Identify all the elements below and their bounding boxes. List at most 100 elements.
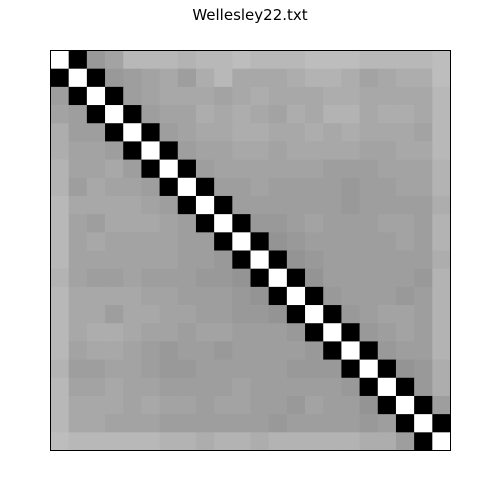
heatmap-cell-4-6	[159, 123, 179, 142]
heatmap-cell-15-13	[286, 323, 306, 342]
heatmap-cell-5-9	[214, 141, 233, 160]
heatmap-cell-1-20	[414, 68, 433, 88]
heatmap-cell-21-14	[305, 432, 324, 451]
heatmap-cell-18-4	[123, 377, 142, 397]
heatmap-cell-2-13	[286, 86, 306, 106]
heatmap-cell-21-1	[68, 432, 88, 451]
heatmap-cell-12-8	[195, 268, 215, 288]
heatmap-cell-6-14	[305, 159, 324, 179]
heatmap-cell-21-4	[123, 432, 142, 451]
heatmap-cell-19-21	[432, 395, 451, 415]
heatmap-cell-0-13	[286, 50, 306, 70]
heatmap-cell-4-7	[177, 123, 197, 142]
heatmap-cell-17-2	[86, 359, 106, 379]
heatmap-cell-5-17	[359, 141, 379, 160]
heatmap-cell-13-10	[232, 286, 251, 306]
heatmap-cell-6-16	[341, 159, 360, 179]
heatmap-cell-20-3	[105, 414, 124, 433]
heatmap-cell-17-12	[268, 359, 288, 379]
heatmap-cell-3-13	[286, 105, 306, 124]
heatmap-cell-1-13	[286, 68, 306, 88]
heatmap-cell-18-17	[359, 377, 379, 397]
heatmap-cell-14-17	[359, 305, 379, 324]
heatmap-cell-4-20	[414, 123, 433, 142]
heatmap-cell-20-14	[305, 414, 324, 433]
heatmap-cell-18-7	[177, 377, 197, 397]
heatmap-cell-13-1	[68, 286, 88, 306]
heatmap-cell-14-1	[68, 305, 88, 324]
heatmap-cell-17-8	[195, 359, 215, 379]
heatmap-cell-18-21	[432, 377, 451, 397]
heatmap-cell-8-9	[214, 195, 233, 215]
heatmap-cell-6-13	[286, 159, 306, 179]
chart-title: Wellesley22.txt	[192, 6, 308, 24]
heatmap-cell-11-9	[214, 250, 233, 270]
heatmap-cell-3-15	[323, 105, 342, 124]
heatmap-cell-12-12	[268, 268, 288, 288]
heatmap-cell-0-15	[323, 50, 342, 70]
heatmap-cell-8-4	[123, 195, 142, 215]
heatmap-cell-9-6	[159, 214, 179, 233]
heatmap-cell-6-9	[214, 159, 233, 179]
heatmap-cell-14-3	[105, 305, 124, 324]
heatmap-cell-14-18	[377, 305, 397, 324]
heatmap-cell-17-10	[232, 359, 251, 379]
heatmap-cell-11-18	[377, 250, 397, 270]
heatmap-cell-0-21	[432, 50, 451, 70]
heatmap-cell-13-15	[323, 286, 342, 306]
heatmap-cell-10-18	[377, 232, 397, 251]
heatmap-cell-16-16	[341, 341, 360, 360]
heatmap-cell-18-12	[268, 377, 288, 397]
heatmap-cell-15-7	[177, 323, 197, 342]
heatmap-cell-15-12	[268, 323, 288, 342]
heatmap-cell-2-10	[232, 86, 251, 106]
heatmap-cell-6-17	[359, 159, 379, 179]
heatmap-cell-15-8	[195, 323, 215, 342]
heatmap-cell-12-13	[286, 268, 306, 288]
heatmap-cell-16-7	[177, 341, 197, 360]
heatmap-cell-12-6	[159, 268, 179, 288]
heatmap-cell-3-0	[50, 105, 70, 124]
heatmap-cell-2-16	[341, 86, 360, 106]
heatmap-cell-4-13	[286, 123, 306, 142]
heatmap-cell-11-20	[414, 250, 433, 270]
heatmap-cell-20-10	[232, 414, 251, 433]
heatmap-cell-0-10	[232, 50, 251, 70]
heatmap-cell-8-13	[286, 195, 306, 215]
heatmap-cell-17-11	[250, 359, 270, 379]
heatmap-cell-10-11	[250, 232, 270, 251]
heatmap-cell-7-12	[268, 177, 288, 197]
heatmap-cell-7-17	[359, 177, 379, 197]
heatmap-cell-1-19	[395, 68, 415, 88]
heatmap-cell-13-0	[50, 286, 70, 306]
heatmap-cell-9-8	[195, 214, 215, 233]
heatmap-cell-4-10	[232, 123, 251, 142]
heatmap-cell-2-20	[414, 86, 433, 106]
heatmap-cell-12-18	[377, 268, 397, 288]
heatmap-cell-19-17	[359, 395, 379, 415]
heatmap-cell-1-11	[250, 68, 270, 88]
heatmap-cell-16-21	[432, 341, 451, 360]
heatmap-cell-15-9	[214, 323, 233, 342]
heatmap-cell-12-15	[323, 268, 342, 288]
heatmap-cell-10-3	[105, 232, 124, 251]
heatmap-cell-4-11	[250, 123, 270, 142]
heatmap-cell-2-0	[50, 86, 70, 106]
heatmap-cell-7-21	[432, 177, 451, 197]
heatmap-cell-10-10	[232, 232, 251, 251]
heatmap-cell-21-0	[50, 432, 70, 451]
heatmap-cell-2-5	[141, 86, 160, 106]
heatmap-cell-6-2	[86, 159, 106, 179]
heatmap-cell-15-19	[395, 323, 415, 342]
heatmap-cell-19-13	[286, 395, 306, 415]
heatmap-cell-18-14	[305, 377, 324, 397]
heatmap-cell-9-15	[323, 214, 342, 233]
heatmap-cell-4-14	[305, 123, 324, 142]
heatmap-cell-2-14	[305, 86, 324, 106]
heatmap-cell-2-11	[250, 86, 270, 106]
heatmap-cell-21-8	[195, 432, 215, 451]
heatmap-cell-20-21	[432, 414, 451, 433]
heatmap-cell-7-20	[414, 177, 433, 197]
heatmap-cell-11-12	[268, 250, 288, 270]
heatmap-cell-17-6	[159, 359, 179, 379]
